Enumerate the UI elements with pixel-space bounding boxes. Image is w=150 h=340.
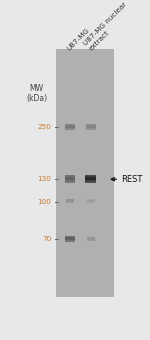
Text: U87-MG: U87-MG — [66, 27, 90, 51]
Bar — [65, 181, 75, 182]
Bar — [65, 176, 75, 177]
Bar — [65, 178, 75, 179]
Bar — [85, 177, 96, 178]
Bar — [85, 176, 96, 177]
Bar — [66, 199, 74, 200]
Bar — [87, 199, 95, 200]
Text: 70: 70 — [42, 236, 51, 242]
Text: REST: REST — [121, 175, 142, 184]
Bar — [87, 237, 95, 238]
Bar — [86, 129, 96, 130]
Bar — [85, 178, 96, 179]
Bar — [87, 202, 95, 203]
Bar — [87, 239, 95, 240]
Bar — [86, 128, 96, 129]
Bar — [66, 202, 74, 203]
Bar — [65, 129, 75, 130]
Bar — [86, 126, 96, 127]
Bar — [86, 125, 96, 126]
Bar — [87, 201, 95, 202]
Bar — [66, 201, 74, 202]
Bar — [85, 181, 96, 182]
Bar — [65, 175, 75, 176]
Bar — [65, 239, 75, 240]
Bar — [65, 179, 75, 180]
Bar — [85, 182, 96, 183]
Bar — [87, 200, 95, 201]
Bar — [65, 236, 75, 237]
Bar — [56, 49, 114, 298]
Bar — [65, 182, 75, 183]
Bar — [65, 238, 75, 239]
Text: MW
(kDa): MW (kDa) — [26, 84, 47, 103]
Bar — [65, 125, 75, 126]
Bar — [65, 127, 75, 128]
Text: 100: 100 — [38, 199, 51, 205]
Bar — [87, 240, 95, 241]
Bar — [65, 180, 75, 181]
Bar — [66, 200, 74, 201]
Bar — [85, 175, 96, 176]
Bar — [65, 128, 75, 129]
Bar — [65, 241, 75, 242]
Text: U87-MG nuclear
extract: U87-MG nuclear extract — [83, 1, 133, 51]
Bar — [85, 179, 96, 180]
Text: 130: 130 — [38, 176, 51, 182]
Bar — [65, 240, 75, 241]
Bar — [65, 177, 75, 178]
Bar — [65, 237, 75, 238]
Bar — [87, 238, 95, 239]
Bar — [65, 126, 75, 127]
Bar — [86, 124, 96, 125]
Bar — [65, 124, 75, 125]
Bar — [85, 180, 96, 181]
Text: 250: 250 — [38, 124, 51, 130]
Bar — [86, 127, 96, 128]
